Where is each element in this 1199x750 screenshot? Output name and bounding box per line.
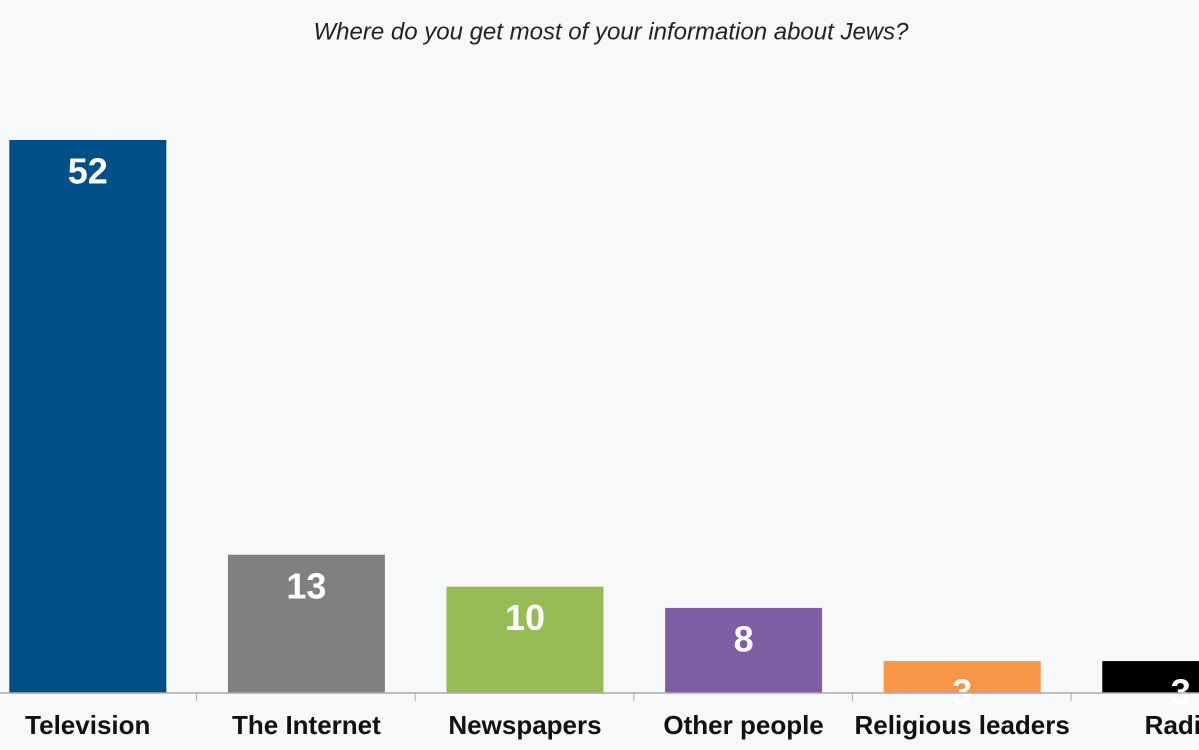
bar	[1102, 661, 1199, 693]
bar	[665, 607, 823, 693]
x-tick-label: Religious leaders	[855, 710, 1070, 740]
value-label: 52	[68, 151, 108, 192]
value-label: 8	[734, 618, 754, 659]
x-tick-label: Radio	[1145, 710, 1199, 740]
x-tick-label: Newspapers	[448, 710, 601, 740]
bar	[227, 554, 385, 693]
chart-title: Where do you get most of your informatio…	[314, 18, 910, 45]
x-tick-label: Television	[25, 710, 150, 740]
bar	[9, 140, 167, 693]
value-label: 13	[286, 565, 326, 606]
x-tick-label: Other people	[663, 710, 823, 740]
value-label: 3	[952, 672, 972, 713]
bar	[446, 586, 604, 693]
value-label: 3	[1171, 672, 1191, 713]
value-label: 10	[505, 597, 545, 638]
bar	[883, 661, 1041, 693]
x-tick-label: The Internet	[232, 710, 381, 740]
